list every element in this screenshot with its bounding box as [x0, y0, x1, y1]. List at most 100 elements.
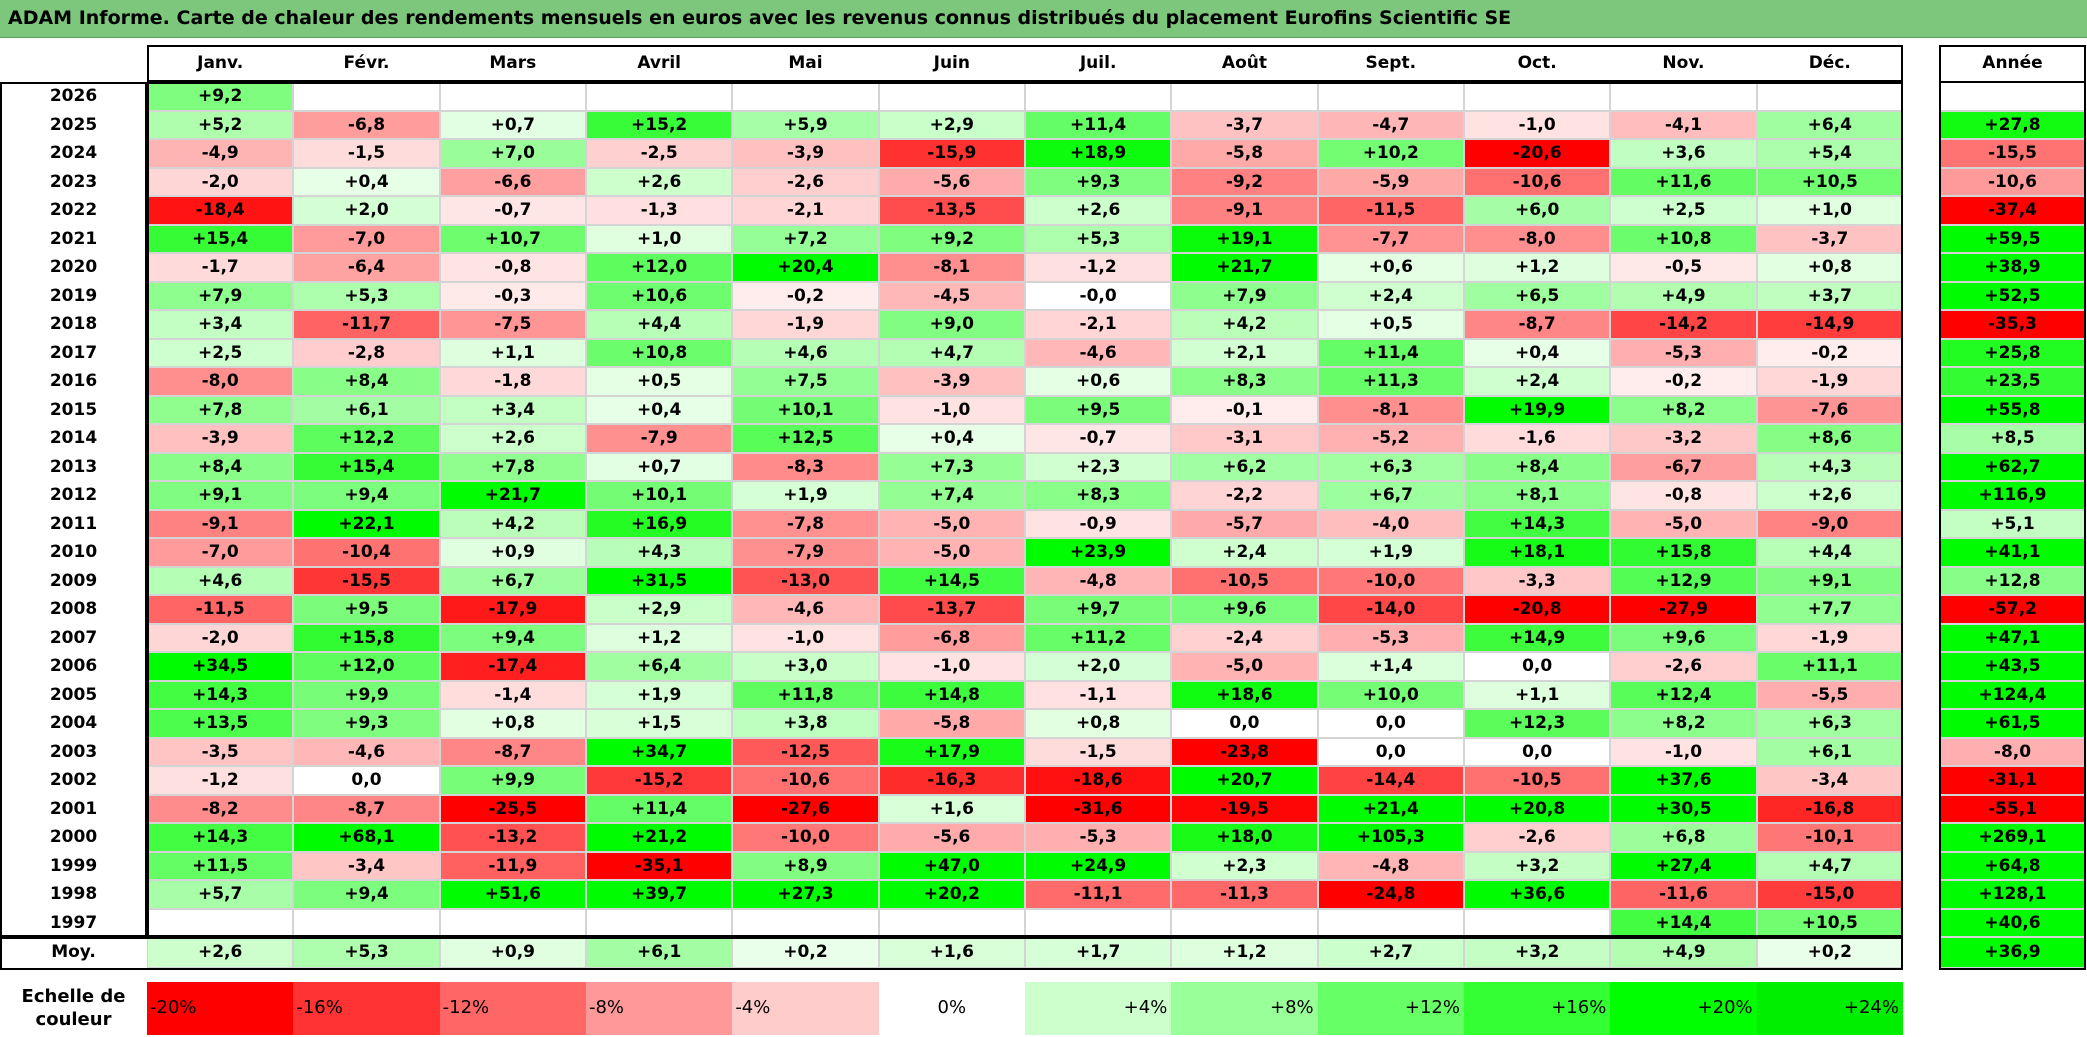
- year-label: 1999: [49, 855, 98, 876]
- monthly-return-cell: -10,5: [1463, 766, 1611, 795]
- monthly-return-cell: -7,9: [732, 538, 879, 567]
- monthly-return-cell: +5,4: [1756, 139, 1903, 168]
- monthly-return-cell: +14,4: [1610, 908, 1757, 937]
- year-label: 2021: [49, 228, 98, 249]
- color-scale-label-line1: Echelle de: [21, 986, 126, 1007]
- monthly-return-cell: -11,3: [1171, 880, 1318, 909]
- monthly-return-cell: +8,4: [1463, 452, 1611, 481]
- month-header: Févr.: [343, 53, 390, 73]
- average-cell: +4,9: [1610, 937, 1757, 968]
- color-scale-label-line2: couleur: [35, 1009, 112, 1030]
- monthly-return-cell: +1,0: [585, 224, 733, 253]
- monthly-return-cell: +1,9: [585, 680, 733, 709]
- monthly-return-cell: +5,7: [147, 880, 294, 909]
- monthly-return-cell: -2,1: [732, 196, 879, 225]
- monthly-return-cell: -5,7: [1171, 509, 1318, 538]
- monthly-return-cell: +1,2: [1463, 253, 1611, 282]
- year-label: 2012: [49, 485, 98, 505]
- monthly-return-cell: -1,5: [1024, 737, 1172, 766]
- monthly-return-cell: -4,1: [1610, 110, 1757, 139]
- monthly-return-cell: -25,5: [439, 794, 586, 823]
- average-annual-cell: +36,9: [1939, 937, 2086, 968]
- report-title: ADAM Informe. Carte de chaleur des rende…: [8, 7, 1512, 29]
- monthly-return-cell: +0,7: [439, 110, 586, 139]
- monthly-return-cell: +2,4: [1317, 281, 1464, 310]
- monthly-return-cell: +5,3: [293, 281, 440, 310]
- monthly-return-cell: -18,4: [147, 196, 294, 225]
- monthly-return-cell: +9,5: [293, 595, 440, 624]
- monthly-return-cell: +15,2: [585, 110, 733, 139]
- annual-return-cell: -15,5: [1939, 139, 2086, 168]
- month-header: Août: [1221, 53, 1267, 73]
- monthly-return-cell: -1,0: [878, 395, 1025, 424]
- monthly-return-cell: [293, 908, 440, 937]
- monthly-return-cell: +4,4: [1756, 538, 1903, 567]
- monthly-return-cell: +4,7: [878, 338, 1025, 367]
- monthly-return-cell: +9,6: [1171, 595, 1318, 624]
- monthly-return-cell: -4,6: [293, 737, 440, 766]
- monthly-return-cell: -3,3: [1463, 566, 1611, 595]
- monthly-return-cell: -2,1: [1024, 310, 1172, 339]
- monthly-return-cell: +9,4: [439, 623, 586, 652]
- monthly-return-cell: +4,3: [585, 538, 733, 567]
- monthly-return-cell: +2,5: [147, 338, 294, 367]
- monthly-return-cell: [732, 82, 879, 111]
- monthly-return-cell: +2,6: [439, 424, 586, 453]
- monthly-return-cell: -8,0: [147, 367, 294, 396]
- monthly-return-cell: +17,9: [878, 737, 1025, 766]
- monthly-return-cell: -8,1: [878, 253, 1025, 282]
- monthly-return-cell: -3,7: [1171, 110, 1318, 139]
- annual-return-cell: +25,8: [1939, 338, 2086, 367]
- monthly-return-cell: +12,5: [732, 424, 879, 453]
- monthly-return-cell: -7,0: [147, 538, 294, 567]
- monthly-return-cell: -2,6: [1463, 823, 1611, 852]
- monthly-return-cell: +18,0: [1171, 823, 1318, 852]
- monthly-return-cell: -5,6: [878, 167, 1025, 196]
- monthly-return-cell: -10,1: [1756, 823, 1903, 852]
- monthly-return-cell: -8,2: [147, 794, 294, 823]
- monthly-return-cell: -5,8: [878, 709, 1025, 738]
- monthly-return-cell: +8,3: [1024, 481, 1172, 510]
- monthly-return-cell: +12,9: [1610, 566, 1757, 595]
- annual-return-cell: +64,8: [1939, 851, 2086, 880]
- year-label: 2015: [49, 399, 98, 420]
- monthly-return-cell: -6,6: [439, 167, 586, 196]
- monthly-return-cell: +9,1: [1756, 566, 1903, 595]
- monthly-return-cell: -5,0: [878, 509, 1025, 538]
- monthly-return-cell: +1,9: [1317, 538, 1464, 567]
- monthly-return-cell: -8,7: [293, 794, 440, 823]
- monthly-return-cell: +4,4: [585, 310, 733, 339]
- annual-return-cell: +5,1: [1939, 509, 2086, 538]
- color-scale-swatch: -20%: [147, 982, 294, 1035]
- monthly-return-cell: -10,0: [1317, 566, 1464, 595]
- monthly-return-cell: -11,9: [439, 851, 586, 880]
- monthly-return-cell: -5,3: [1317, 623, 1464, 652]
- monthly-return-cell: +9,3: [293, 709, 440, 738]
- monthly-return-cell: -5,9: [1317, 167, 1464, 196]
- monthly-return-cell: [439, 908, 586, 937]
- monthly-return-cell: -10,5: [1171, 566, 1318, 595]
- annual-return-cell: +116,9: [1939, 481, 2086, 510]
- year-label: 2007: [49, 627, 98, 648]
- annual-return-cell: -8,0: [1939, 737, 2086, 766]
- monthly-return-cell: -0,8: [439, 253, 586, 282]
- monthly-return-cell: -3,4: [1756, 766, 1903, 795]
- color-scale-swatch: -8%: [585, 982, 733, 1035]
- annual-return-cell: [1939, 82, 2086, 111]
- monthly-return-cell: [1463, 82, 1611, 111]
- monthly-return-cell: +34,5: [147, 652, 294, 681]
- monthly-return-cell: [1171, 82, 1318, 111]
- monthly-return-cell: +19,9: [1463, 395, 1611, 424]
- monthly-return-cell: +9,9: [439, 766, 586, 795]
- average-cell: +6,1: [585, 937, 733, 968]
- monthly-return-cell: -4,9: [147, 139, 294, 168]
- year-label: 2018: [49, 314, 98, 334]
- monthly-return-cell: +1,0: [1756, 196, 1903, 225]
- monthly-return-cell: +4,6: [147, 566, 294, 595]
- monthly-return-cell: +12,0: [293, 652, 440, 681]
- monthly-return-cell: +14,3: [1463, 509, 1611, 538]
- monthly-return-cell: -1,7: [147, 253, 294, 282]
- monthly-return-cell: +3,0: [732, 652, 879, 681]
- monthly-return-cell: -0,2: [1756, 338, 1903, 367]
- monthly-return-cell: +5,2: [147, 110, 294, 139]
